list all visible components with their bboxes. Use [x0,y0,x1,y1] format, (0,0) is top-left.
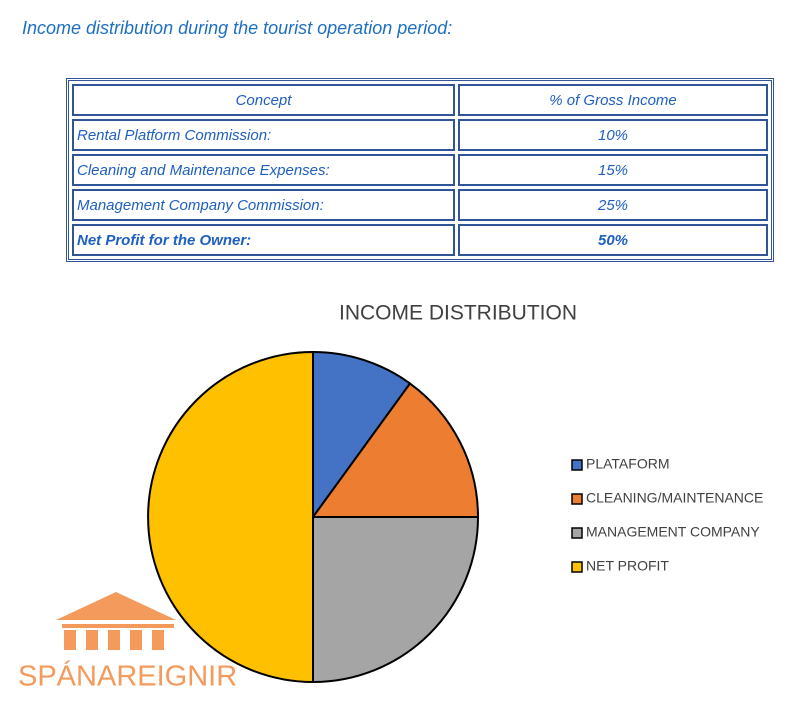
legend-label: CLEANING/MAINTENANCE [586,490,763,506]
table-cell: Rental Platform Commission: [72,119,455,151]
table-row: Net Profit for the Owner: 50% [72,224,768,256]
table-cell: 15% [458,154,768,186]
pie-slice [312,350,412,521]
table-row: Cleaning and Maintenance Expenses: 15% [72,154,768,186]
legend-label: NET PROFIT [586,558,669,574]
table-cell: 10% [458,119,768,151]
logo-beam [62,624,174,628]
logo: SPÁNAREIGNIR [18,592,237,693]
logo-text: SPÁNAREIGNIR [18,660,237,693]
legend-swatch [571,527,583,539]
table-row: Concept% of Gross Income [72,84,768,116]
table-cell: Concept [72,84,455,116]
chart-title: INCOME DISTRIBUTION [339,302,577,325]
table-cell: Cleaning and Maintenance Expenses: [72,154,455,186]
pie-slice [147,350,314,684]
legend-swatch [571,493,583,505]
table-cell: Management Company Commission: [72,189,455,221]
legend-label: MANAGEMENT COMPANY [586,524,760,540]
legend-label: PLATAFORM [586,456,670,472]
income-table: Concept% of Gross Income Rental Platform … [66,78,774,262]
table-row: Management Company Commission: 25% [72,189,768,221]
table-row: Rental Platform Commission: 10% [72,119,768,151]
table-cell: 50% [458,224,768,256]
logo-columns [64,630,164,650]
table-cell: % of Gross Income [458,84,768,116]
table-cell: 25% [458,189,768,221]
chart: INCOME DISTRIBUTION SPÁNAREIGNIR PLATAFO… [18,302,763,693]
pie-slice [311,382,480,518]
legend-swatch [571,561,583,573]
table-cell: Net Profit for the Owner: [72,224,455,256]
pie-slice [312,516,480,684]
legend-swatch [571,459,583,471]
logo-roof [56,592,176,620]
heading: Income distribution during the tourist o… [22,18,453,38]
